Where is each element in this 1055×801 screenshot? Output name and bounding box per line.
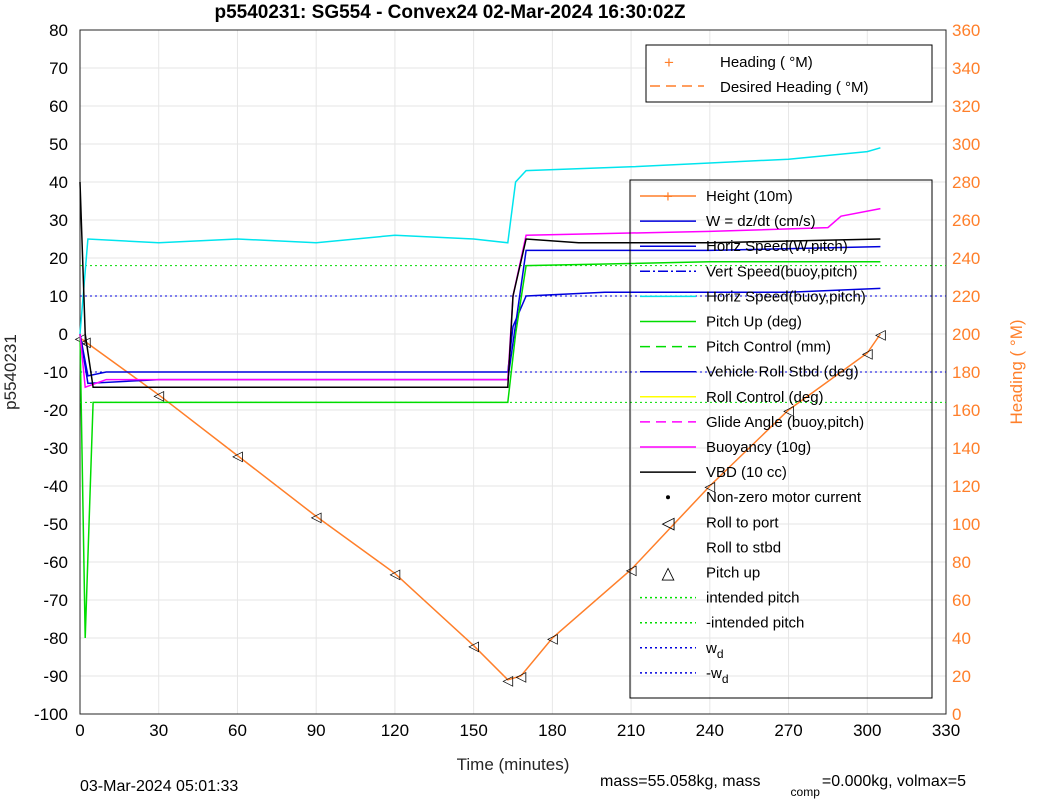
legend-heading-label: Heading ( °M) xyxy=(720,54,813,71)
legend-label: Horiz Speed(W,pitch) xyxy=(706,238,848,255)
x-tick-label: 60 xyxy=(228,721,247,740)
legend-swatch xyxy=(666,495,670,499)
x-tick-label: 270 xyxy=(774,721,802,740)
y-right-tick-label: 120 xyxy=(952,477,980,496)
legend-swatch: △ xyxy=(661,564,675,583)
legend-swatch: + xyxy=(663,187,673,206)
legend-label: Height (10m) xyxy=(706,188,793,205)
y-tick-label: 30 xyxy=(49,211,68,230)
chart-title: p5540231: SG554 - Convex24 02-Mar-2024 1… xyxy=(214,2,685,23)
x-tick-label: 30 xyxy=(149,721,168,740)
y-tick-label: 60 xyxy=(49,97,68,116)
legend-label: Roll Control (deg) xyxy=(706,389,824,406)
legend-label: Buoyancy (10g) xyxy=(706,439,811,456)
x-tick-label: 180 xyxy=(538,721,566,740)
height-point-marker: ◁ xyxy=(502,672,513,688)
y-right-tick-label: 300 xyxy=(952,135,980,154)
x-tick-label: 210 xyxy=(617,721,645,740)
height-point-marker: ◁ xyxy=(547,630,558,646)
legend-label: Roll to stbd xyxy=(706,539,781,556)
legend-label: Pitch Up (deg) xyxy=(706,314,802,331)
y-right-tick-label: 240 xyxy=(952,249,980,268)
y-tick-label: -40 xyxy=(43,477,68,496)
x-tick-label: 240 xyxy=(696,721,724,740)
legend-label: Non-zero motor current xyxy=(706,489,862,506)
legend-heading-marker: + xyxy=(664,53,674,72)
y-right-tick-label: 200 xyxy=(952,325,980,344)
height-point-marker: ◁ xyxy=(153,387,164,403)
y-right-tick-label: 260 xyxy=(952,211,980,230)
y-right-tick-label: 60 xyxy=(952,591,971,610)
y-tick-label: -50 xyxy=(43,515,68,534)
y-tick-label: -70 xyxy=(43,591,68,610)
legend-label: Pitch up xyxy=(706,565,760,582)
x-axis-label: Time (minutes) xyxy=(457,755,570,774)
y-right-tick-label: 320 xyxy=(952,97,980,116)
legend-heading: + Heading ( °M) Desired Heading ( °M) xyxy=(646,45,932,102)
y-tick-label: -90 xyxy=(43,667,68,686)
y-right-tick-label: 180 xyxy=(952,363,980,382)
legend-label: Roll to port xyxy=(706,514,779,531)
y-right-tick-label: 40 xyxy=(952,629,971,648)
legend-label: Glide Angle (buoy,pitch) xyxy=(706,414,864,431)
x-tick-label: 300 xyxy=(853,721,881,740)
y-tick-label: -20 xyxy=(43,401,68,420)
legend-label: VBD (10 cc) xyxy=(706,464,787,481)
y-right-tick-label: 20 xyxy=(952,667,971,686)
height-point-marker: ◁ xyxy=(468,638,479,654)
height-point-marker: ◁ xyxy=(311,508,322,524)
x-tick-label: 120 xyxy=(381,721,409,740)
legend-label: Vert Speed(buoy,pitch) xyxy=(706,263,857,280)
legend-swatch: ◁ xyxy=(661,513,675,532)
height-point-marker: ◁ xyxy=(626,562,637,578)
y-tick-label: -60 xyxy=(43,553,68,572)
height-point-marker: ◁ xyxy=(515,668,526,684)
y-right-tick-label: 80 xyxy=(952,553,971,572)
y-tick-label: 70 xyxy=(49,59,68,78)
y-tick-label: 0 xyxy=(59,325,68,344)
legend-label: -intended pitch xyxy=(706,615,804,632)
y-tick-label: 50 xyxy=(49,135,68,154)
y-tick-label: -10 xyxy=(43,363,68,382)
y-right-tick-label: 360 xyxy=(952,21,980,40)
y-tick-label: -100 xyxy=(34,705,68,724)
legend-label: intended pitch xyxy=(706,590,799,607)
legend-label: Vehicle Roll Stbd (deg) xyxy=(706,364,859,381)
y-tick-label: -80 xyxy=(43,629,68,648)
y-right-tick-label: 0 xyxy=(952,705,961,724)
legend-label: Pitch Control (mm) xyxy=(706,339,831,356)
y-right-tick-label: 160 xyxy=(952,401,980,420)
y-tick-label: 80 xyxy=(49,21,68,40)
footer-timestamp: 03-Mar-2024 05:01:33 xyxy=(80,778,238,795)
x-tick-label: 150 xyxy=(459,721,487,740)
x-tick-label: 0 xyxy=(75,721,84,740)
legend-label: Horiz Speed(buoy,pitch) xyxy=(706,288,866,305)
height-point-marker: ◁ xyxy=(232,448,243,464)
height-point-marker: ◁ xyxy=(875,326,886,342)
y-right-axis-label: Heading ( °M) xyxy=(1007,319,1026,424)
footer-mass-text: mass=55.058kg, masscomp=0.000kg, volmax=… xyxy=(600,773,966,799)
y-tick-label: -30 xyxy=(43,439,68,458)
y-axis-label: p5540231 xyxy=(1,334,20,410)
x-tick-label: 90 xyxy=(307,721,326,740)
height-point-marker: ◁ xyxy=(862,345,873,361)
y-right-tick-label: 140 xyxy=(952,439,980,458)
legend-label: wd xyxy=(705,640,724,661)
legend-label: W = dz/dt (cm/s) xyxy=(706,213,816,230)
y-tick-label: 40 xyxy=(49,173,68,192)
y-right-tick-label: 100 xyxy=(952,515,980,534)
y-right-tick-label: 340 xyxy=(952,59,980,78)
height-point-marker: ◁ xyxy=(390,565,401,581)
y-tick-label: 20 xyxy=(49,249,68,268)
y-tick-label: 10 xyxy=(49,287,68,306)
y-right-tick-label: 280 xyxy=(952,173,980,192)
y-right-tick-label: 220 xyxy=(952,287,980,306)
legend-desired-heading-label: Desired Heading ( °M) xyxy=(720,79,869,96)
